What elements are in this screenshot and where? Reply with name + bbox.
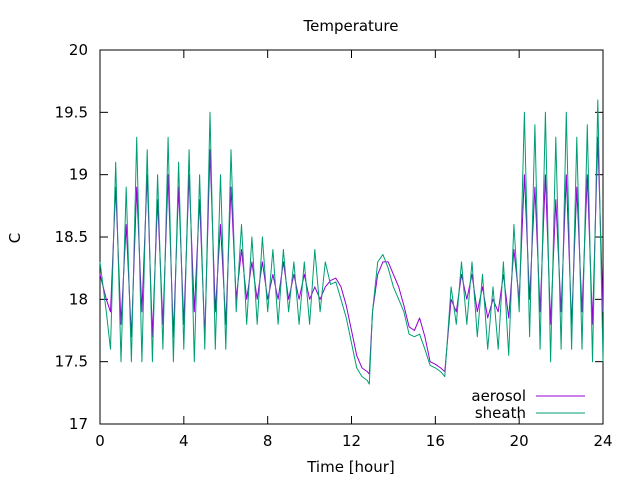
y-tick-label: 18.5 (55, 228, 88, 246)
y-tick-label: 17 (69, 415, 88, 433)
y-tick-label: 18 (69, 290, 88, 308)
x-tick-label: 12 (342, 432, 361, 450)
y-tick-label: 19 (69, 166, 88, 184)
x-tick-label: 16 (426, 432, 445, 450)
y-tick-label: 17.5 (55, 353, 88, 371)
y-tick-label: 20 (69, 41, 88, 59)
legend-label-sheath: sheath (475, 404, 526, 422)
series-layer (99, 99, 604, 385)
legend-label-aerosol: aerosol (471, 387, 526, 405)
x-tick-label: 8 (263, 432, 273, 450)
x-axis-ticks: 0 4 8 12 16 20 24 (95, 50, 613, 450)
y-axis-ticks: 17 17.5 18 18.5 19 19.5 20 (55, 41, 603, 433)
x-axis-label: Time [hour] (306, 458, 395, 476)
y-axis-label: C (6, 233, 24, 243)
series-line-sheath (99, 99, 604, 385)
x-tick-label: 20 (510, 432, 529, 450)
x-tick-label: 24 (593, 432, 612, 450)
x-tick-label: 0 (95, 432, 105, 450)
y-tick-label: 19.5 (55, 103, 88, 121)
x-tick-label: 4 (179, 432, 189, 450)
chart-title: Temperature (302, 17, 398, 35)
